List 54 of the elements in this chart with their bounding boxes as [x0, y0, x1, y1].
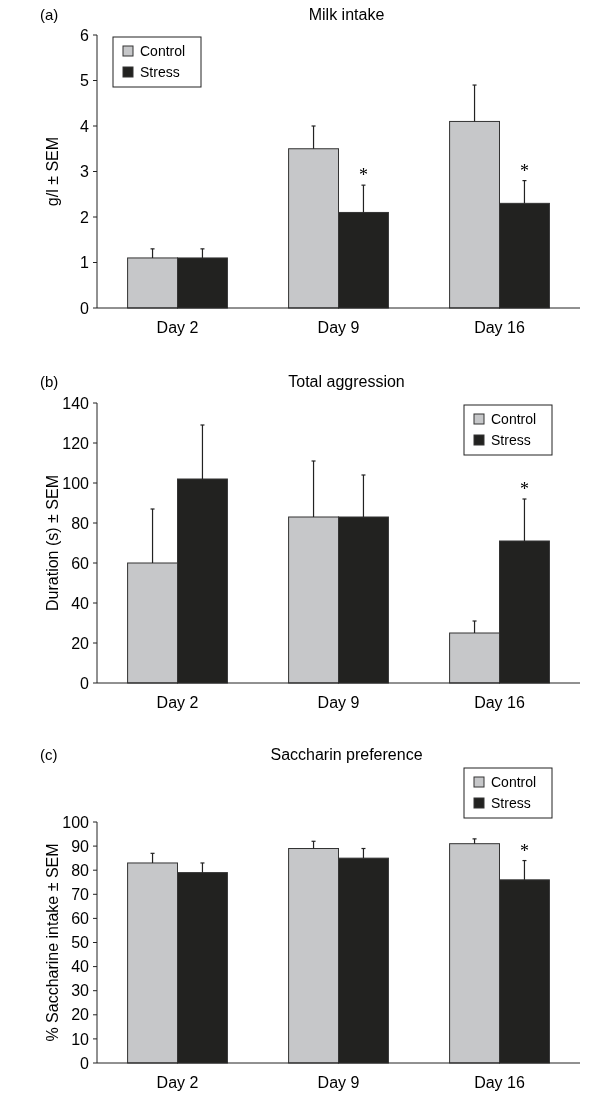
x-tick-label: Day 16 — [474, 1074, 525, 1091]
text: (a) — [40, 6, 59, 23]
y-tick-label: 40 — [71, 958, 90, 976]
y-tick-label: 4 — [80, 117, 90, 135]
y-tick-label: 60 — [71, 554, 90, 572]
annotation: * — [519, 840, 529, 861]
chart-title: Milk intake — [308, 6, 385, 23]
y-tick-label: 100 — [62, 813, 90, 831]
y-axis-title: g/l ± SEM — [44, 136, 61, 207]
y-tick-label: 30 — [71, 982, 90, 1000]
y-tick-label: 0 — [80, 299, 90, 317]
annotation: * — [519, 479, 529, 499]
legend-label: Stress — [140, 63, 180, 80]
chart-title: Total aggression — [288, 373, 405, 390]
x-tick-label: Day 16 — [474, 694, 525, 711]
x-tick-label: Day 16 — [474, 319, 525, 336]
y-tick-label: 90 — [71, 837, 90, 855]
y-tick-label: 10 — [71, 1030, 90, 1048]
legend-label: Control — [491, 773, 537, 790]
y-tick-label: 5 — [80, 72, 90, 90]
y-axis-title: Duration (s) ± SEM — [44, 475, 61, 611]
y-tick-label: 0 — [80, 1054, 90, 1072]
y-tick-label: 80 — [71, 514, 90, 532]
y-tick-label: 20 — [71, 634, 90, 652]
y-tick-label: 40 — [71, 594, 90, 612]
y-tick-label: 20 — [71, 1006, 90, 1024]
y-tick-label: 120 — [62, 434, 90, 452]
y-tick-label: 80 — [71, 861, 90, 879]
x-tick-label: Day 9 — [317, 1074, 360, 1091]
chart-title: Saccharin preference — [270, 746, 423, 763]
y-axis-title: % Saccharine intake ± SEM — [44, 843, 61, 1042]
y-tick-label: 6 — [80, 26, 90, 44]
legend-label: Control — [491, 410, 537, 427]
y-tick-label: 0 — [80, 674, 90, 692]
text: (b) — [40, 373, 59, 390]
x-tick-label: Day 2 — [156, 694, 199, 711]
legend-label: Control — [140, 42, 186, 59]
y-tick-label: 1 — [80, 254, 90, 272]
y-tick-label: 140 — [62, 394, 90, 412]
y-tick-label: 60 — [71, 910, 90, 927]
y-tick-label: 2 — [80, 208, 90, 226]
annotation: * — [519, 160, 529, 181]
text: (c) — [40, 746, 58, 763]
y-tick-label: 3 — [80, 163, 90, 181]
x-tick-label: Day 2 — [156, 319, 199, 336]
legend-label: Stress — [491, 431, 531, 448]
y-tick-label: 70 — [71, 885, 90, 903]
x-tick-label: Day 9 — [317, 694, 360, 711]
legend-label: Stress — [491, 794, 531, 811]
x-tick-label: Day 2 — [156, 1074, 199, 1091]
y-tick-label: 50 — [71, 934, 90, 952]
y-tick-label: 100 — [62, 474, 90, 492]
x-tick-label: Day 9 — [317, 319, 360, 336]
annotation: * — [358, 165, 368, 186]
